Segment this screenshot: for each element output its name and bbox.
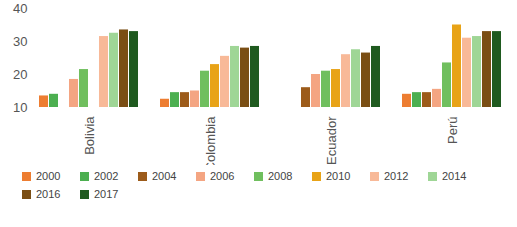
html-text:2000: 2000 bbox=[36, 170, 61, 182]
svg-text:30: 30 bbox=[13, 34, 27, 49]
html-text:2017: 2017 bbox=[94, 188, 119, 200]
html-text:2016: 2016 bbox=[36, 188, 61, 200]
svg-text:40: 40 bbox=[13, 1, 27, 16]
html-text:2012: 2012 bbox=[384, 170, 409, 182]
html-text:2002: 2002 bbox=[94, 170, 119, 182]
svg-text:Ecuador: Ecuador bbox=[324, 116, 339, 165]
svg-text:20: 20 bbox=[13, 67, 27, 82]
svg-text:Bolivia: Bolivia bbox=[82, 116, 97, 155]
html-text:2010: 2010 bbox=[326, 170, 351, 182]
svg-text:Perú: Perú bbox=[445, 117, 460, 144]
svg-text:Colombia: Colombia bbox=[203, 116, 218, 165]
html-text:2014: 2014 bbox=[442, 170, 467, 182]
html-text:2006: 2006 bbox=[210, 170, 235, 182]
html-text:2004: 2004 bbox=[152, 170, 177, 182]
svg-text:10: 10 bbox=[13, 100, 27, 115]
html-text:2008: 2008 bbox=[268, 170, 293, 182]
